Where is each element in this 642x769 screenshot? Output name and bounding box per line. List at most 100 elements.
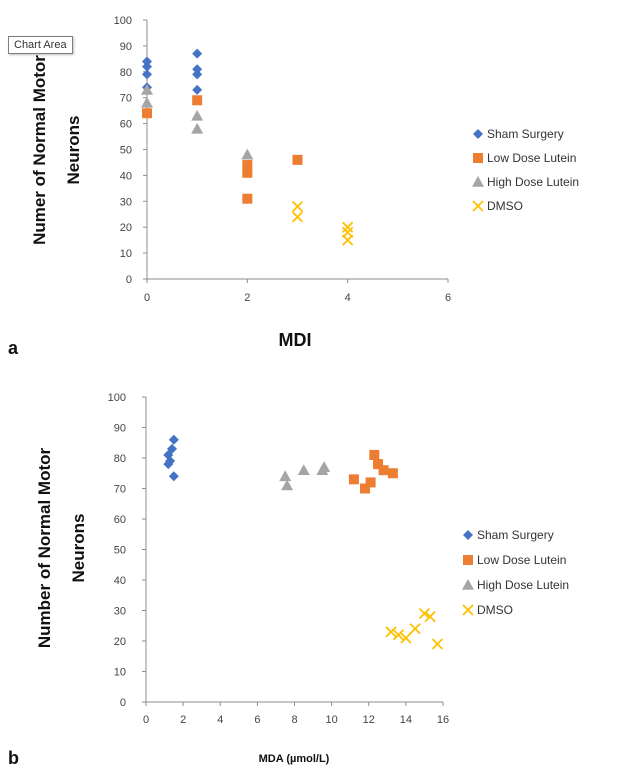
chart1-legend-marker xyxy=(463,530,473,540)
chart1-legend-label: Sham Surgery xyxy=(477,528,554,542)
chart0-data-point-stroke-2 xyxy=(342,234,354,246)
chart0-x-tick-label: 6 xyxy=(445,292,451,304)
chart1-legend-marker xyxy=(462,579,474,590)
chart1-y-tick-label: 10 xyxy=(114,667,126,679)
chart0-data-point xyxy=(192,64,203,75)
chart1-data-point-stroke-2 xyxy=(385,626,397,638)
chart1-y-tick-label: 30 xyxy=(114,606,126,618)
chart1-legend-item xyxy=(462,579,474,590)
chart0-series-3 xyxy=(291,200,354,246)
chart1-data-point xyxy=(387,468,398,479)
chart0-data-point xyxy=(141,96,153,108)
chart1-data-point-stroke-2 xyxy=(424,610,436,623)
chart1-data-point-stroke-2 xyxy=(431,638,444,650)
chart1-legend-item xyxy=(463,555,473,565)
chart0-data-point xyxy=(291,211,304,223)
chart0-data-point xyxy=(192,84,203,95)
chart0-series-2 xyxy=(141,83,254,160)
chart1-y-tick-label: 80 xyxy=(114,453,126,465)
chart1-legend-marker xyxy=(462,604,474,616)
chart1-y-tick-label: 90 xyxy=(114,423,126,435)
chart1-data-point xyxy=(431,638,444,650)
chart0-data-point xyxy=(192,95,203,106)
chart0-series-0 xyxy=(142,48,203,95)
chart1-data-point xyxy=(348,474,359,485)
chart1-legend-marker xyxy=(463,555,473,565)
chart0-legend-item xyxy=(472,200,484,212)
chart1-y-tick-label: 20 xyxy=(114,636,126,648)
chart1-data-point xyxy=(392,629,405,641)
chart0-legend-marker xyxy=(472,200,484,212)
chart1-x-tick-label: 12 xyxy=(363,714,375,726)
chart0-y-tick-label: 80 xyxy=(120,67,132,79)
chart1-y-tick-label: 0 xyxy=(120,697,126,709)
chart1-series-1 xyxy=(348,449,398,494)
chart1-data-point xyxy=(378,465,389,476)
chart1-data-point xyxy=(281,479,294,491)
chart0-legend-label: High Dose Lutein xyxy=(487,175,579,189)
chart0-legend-label: DMSO xyxy=(487,199,523,213)
chart1-data-point-stroke-2 xyxy=(392,629,405,641)
chart0-legend-marker-stroke-2 xyxy=(472,200,484,212)
chart1-x-tick-label: 10 xyxy=(326,714,338,726)
chart0-x-tick-label: 2 xyxy=(244,292,250,304)
chart0-data-point xyxy=(241,148,254,160)
chart0-data-point-stroke-2 xyxy=(291,200,304,213)
chart1-y-axis-title-line-1: Number of Normal Motor xyxy=(35,448,54,649)
chart0-y-axis-title: Numer of Normal Motor Neurons xyxy=(30,55,83,245)
chart1-legend-marker-stroke-2 xyxy=(462,604,474,616)
chart0-data-point xyxy=(142,61,152,72)
chart0-data-point xyxy=(292,154,303,165)
chart0-data-point xyxy=(191,109,204,121)
chart0-legend-label: Sham Surgery xyxy=(487,127,564,141)
chart0-y-axis-title-line-2: Neurons xyxy=(64,116,83,185)
chart1-y-tick-label: 70 xyxy=(114,484,126,496)
chart0-data-point xyxy=(242,193,253,204)
chart0-legend-item xyxy=(473,129,483,139)
chart1-y-tick-label: 40 xyxy=(114,575,126,587)
chart0-y-tick-label: 30 xyxy=(120,196,132,208)
chart1-x-tick-label: 14 xyxy=(400,714,412,726)
chart1-x-tick-label: 8 xyxy=(291,714,297,726)
chart0-data-point xyxy=(191,122,204,134)
chart1-legend-label: Low Dose Lutein xyxy=(477,553,566,567)
chart1-data-point-stroke-2 xyxy=(400,632,412,644)
chart0-data-point-stroke-2 xyxy=(291,211,304,223)
chart1-series-3 xyxy=(385,607,444,650)
chart0-data-point xyxy=(242,167,253,178)
chart0-legend-marker xyxy=(472,176,484,187)
chart0-data-point xyxy=(141,83,153,95)
chart1-data-point xyxy=(163,459,174,470)
chart0-legend-item xyxy=(472,176,484,187)
chart0-data-point xyxy=(142,108,152,119)
chart1-data-point xyxy=(279,470,292,482)
chart0-legend-marker xyxy=(473,129,483,139)
chart1-data-point-stroke-2 xyxy=(409,623,421,635)
chart0-series-1 xyxy=(142,95,303,204)
chart0-data-point xyxy=(192,69,203,80)
panel-label-a: a xyxy=(8,338,19,358)
chart1-data-point xyxy=(297,464,310,475)
chart1-x-tick-label: 4 xyxy=(217,714,223,726)
chart1-legend-item xyxy=(462,604,474,616)
chart1-data-point xyxy=(418,607,431,620)
chart1-legend-item xyxy=(463,530,473,540)
chart1-data-point-stroke-2 xyxy=(418,607,431,620)
chart1-y-tick-label: 60 xyxy=(114,514,126,526)
chart1-y-axis-title: Number of Normal Motor Neurons xyxy=(35,448,88,649)
chart0-data-point xyxy=(291,200,304,213)
chart0-x-axis-title: MDI xyxy=(279,330,312,350)
chart0-y-tick-label: 90 xyxy=(120,41,132,53)
chart0-legend-item xyxy=(473,153,483,163)
chart0-y-tick-label: 10 xyxy=(120,248,132,260)
chart-area-tooltip: Chart Area xyxy=(8,36,73,54)
chart0-legend-label: Low Dose Lutein xyxy=(487,151,576,165)
chart1-x-tick-label: 16 xyxy=(437,714,449,726)
chart0-data-point xyxy=(142,56,152,67)
chart1-data-point xyxy=(385,626,397,638)
chart0-y-tick-label: 50 xyxy=(120,145,132,157)
chart1-data-point xyxy=(316,464,329,475)
chart0-y-axis-title-line-1: Numer of Normal Motor xyxy=(30,55,49,245)
chart0-y-tick-label: 40 xyxy=(120,170,132,182)
